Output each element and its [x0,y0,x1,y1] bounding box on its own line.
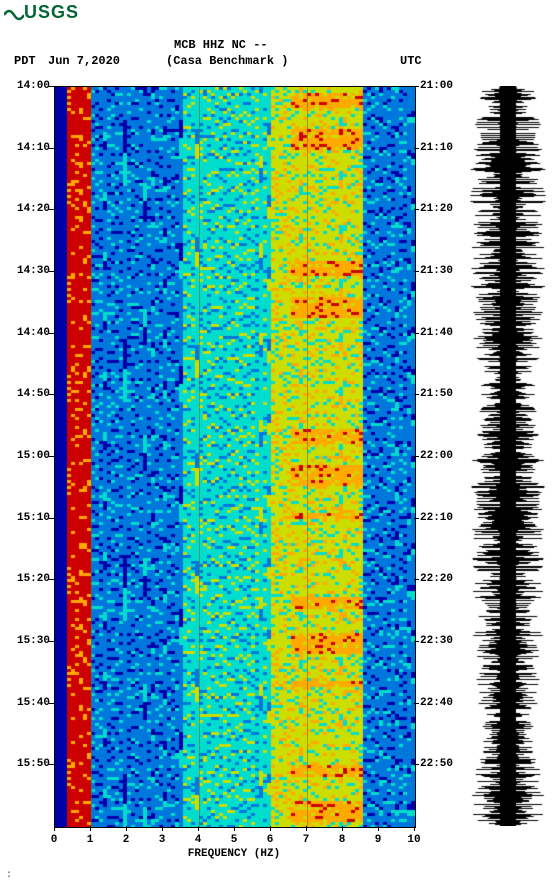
ytick-right: 22:20 [420,573,453,585]
y-axis-right-utc: 21:0021:1021:2021:3021:4021:5022:0022:10… [414,86,464,826]
ytick-right: 21:50 [420,388,453,400]
station-line-1: MCB HHZ NC -- [174,38,268,52]
ytick-right: 22:30 [420,635,453,647]
pdt-label: PDT [14,54,36,68]
ytick-left: 15:00 [17,450,50,462]
xtick: 9 [375,834,382,846]
ytick-right: 21:30 [420,265,453,277]
ytick-left: 15:10 [17,512,50,524]
spectrogram-canvas [55,87,415,827]
ytick-right: 21:40 [420,327,453,339]
utc-label: UTC [400,54,422,68]
ytick-right: 22:50 [420,758,453,770]
xtick: 0 [51,834,58,846]
station-line-2: (Casa Benchmark ) [166,54,288,68]
ytick-left: 14:30 [17,265,50,277]
ytick-right: 21:10 [420,142,453,154]
ytick-right: 22:10 [420,512,453,524]
xtick: 10 [407,834,420,846]
grid-line [307,87,308,827]
xtick: 2 [123,834,130,846]
spectrogram-plot [54,86,416,828]
ytick-left: 14:50 [17,388,50,400]
ytick-left: 14:00 [17,80,50,92]
grid-line [199,87,200,827]
waveform-canvas [468,86,548,826]
ytick-left: 14:40 [17,327,50,339]
xtick: 6 [267,834,274,846]
xtick: 1 [87,834,94,846]
grid-line [91,87,92,827]
ytick-right: 22:40 [420,697,453,709]
xtick: 3 [159,834,166,846]
ytick-left: 15:50 [17,758,50,770]
ytick-right: 21:00 [420,80,453,92]
logo-text: USGS [24,2,79,22]
y-axis-left-pdt: 14:0014:1014:2014:3014:4014:5015:0015:10… [0,86,54,826]
ytick-right: 22:00 [420,450,453,462]
ytick-left: 15:20 [17,573,50,585]
x-axis-frequency: FREQUENCY (HZ) 012345678910 [54,826,414,866]
ytick-left: 15:40 [17,697,50,709]
ytick-left: 14:10 [17,142,50,154]
xtick: 8 [339,834,346,846]
date-label: Jun 7,2020 [48,54,120,68]
xtick: 7 [303,834,310,846]
ytick-left: 15:30 [17,635,50,647]
ytick-left: 14:20 [17,203,50,215]
corner-mark: : [6,870,12,881]
waveform-trace [468,86,548,826]
ytick-right: 21:20 [420,203,453,215]
xtick: 5 [231,834,238,846]
usgs-logo: USGS [4,2,79,23]
x-axis-label: FREQUENCY (HZ) [188,848,280,860]
xtick: 4 [195,834,202,846]
